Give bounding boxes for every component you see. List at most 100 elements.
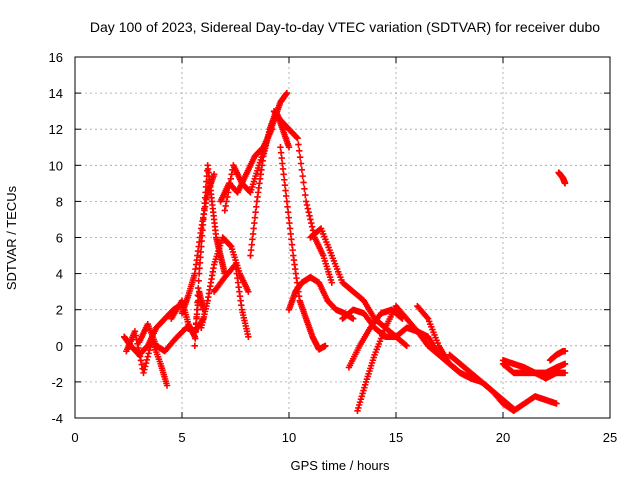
- data-point: [398, 314, 405, 322]
- series-arc12: [270, 107, 335, 286]
- data-point: [308, 223, 316, 230]
- series-arc2: [123, 328, 171, 389]
- series-arc17: [354, 302, 442, 414]
- data-point: [279, 160, 286, 167]
- data-point: [287, 230, 294, 238]
- data-point: [195, 270, 203, 277]
- data-point: [282, 187, 289, 194]
- data-point: [284, 203, 291, 211]
- data-point: [201, 200, 208, 207]
- series-arc23: [499, 357, 569, 382]
- data-point: [402, 341, 409, 349]
- series-arc18: [345, 306, 406, 371]
- data-point: [249, 236, 256, 243]
- data-point: [301, 185, 308, 192]
- data-point: [252, 209, 259, 216]
- data-point: [137, 357, 145, 364]
- data-point: [201, 205, 208, 212]
- data-points: [121, 89, 569, 414]
- data-point: [281, 181, 289, 189]
- data-point: [399, 315, 406, 322]
- x-tick-label: 0: [71, 430, 78, 445]
- data-point: [199, 221, 207, 229]
- data-point: [131, 328, 139, 335]
- data-point: [403, 342, 410, 349]
- data-point: [288, 236, 295, 243]
- data-point: [423, 314, 431, 321]
- chart-title: Day 100 of 2023, Sidereal Day-to-day VTE…: [90, 19, 600, 35]
- data-point: [138, 361, 145, 368]
- x-axis-label: GPS time / hours: [291, 458, 390, 473]
- y-tick-label: 2: [56, 303, 63, 318]
- data-point: [140, 369, 147, 377]
- data-point: [248, 241, 255, 248]
- data-point: [136, 348, 143, 356]
- data-point: [298, 166, 306, 174]
- data-point: [249, 230, 257, 238]
- data-point: [277, 144, 284, 151]
- data-point: [195, 277, 202, 285]
- data-point: [322, 342, 329, 349]
- data-point: [253, 203, 260, 211]
- data-point: [144, 353, 151, 360]
- data-point: [245, 288, 252, 295]
- data-point: [141, 366, 148, 373]
- data-point: [192, 320, 200, 328]
- data-point: [278, 154, 285, 162]
- x-tick-label: 5: [178, 430, 185, 445]
- data-point: [198, 237, 205, 245]
- data-point: [141, 363, 149, 370]
- data-point: [196, 264, 203, 272]
- data-point: [293, 134, 300, 141]
- data-point: [277, 149, 285, 156]
- series-arc25: [555, 169, 569, 187]
- data-point: [223, 198, 230, 205]
- data-point: [196, 259, 204, 266]
- data-point: [192, 328, 199, 335]
- data-point: [197, 248, 205, 256]
- data-point: [227, 175, 234, 183]
- x-tick-label: 10: [282, 430, 296, 445]
- data-point: [553, 400, 560, 407]
- data-point: [193, 306, 201, 313]
- data-point: [288, 241, 296, 248]
- y-axis-label: SDTVAR / TECUs: [4, 185, 19, 290]
- data-point: [305, 209, 312, 216]
- data-point: [221, 207, 228, 214]
- x-tick-label: 25: [603, 430, 617, 445]
- y-tick-label: 8: [56, 194, 63, 209]
- data-point: [306, 212, 313, 220]
- data-point: [191, 342, 199, 349]
- series-arc24: [546, 348, 569, 364]
- axis-ticks: -4 -2 0 2 4 6 8 10 12 14 16 0 5 10 15 20 25: [49, 50, 618, 445]
- data-point: [283, 192, 290, 200]
- y-tick-label: -2: [51, 375, 63, 390]
- y-tick-label: 16: [49, 50, 63, 65]
- data-point: [300, 179, 307, 186]
- data-point: [202, 189, 209, 196]
- data-point: [285, 214, 292, 221]
- series-arc16: [339, 306, 432, 349]
- data-point: [286, 225, 294, 232]
- data-point: [146, 346, 153, 354]
- data-point: [561, 180, 569, 187]
- data-point: [281, 176, 288, 183]
- data-point: [228, 171, 235, 178]
- y-tick-label: 12: [49, 122, 63, 137]
- data-point: [561, 360, 569, 368]
- data-point: [231, 262, 238, 270]
- data-point: [247, 252, 254, 259]
- data-point: [145, 350, 152, 357]
- data-point: [192, 335, 199, 342]
- data-point: [201, 194, 209, 201]
- data-point: [143, 356, 151, 364]
- data-point: [284, 209, 292, 216]
- x-tick-label: 20: [496, 430, 510, 445]
- data-point: [302, 198, 310, 205]
- data-point: [132, 332, 139, 339]
- data-point: [200, 216, 207, 223]
- data-point: [285, 144, 293, 151]
- y-tick-label: 0: [56, 339, 63, 354]
- data-point: [247, 246, 255, 254]
- data-point: [328, 279, 335, 286]
